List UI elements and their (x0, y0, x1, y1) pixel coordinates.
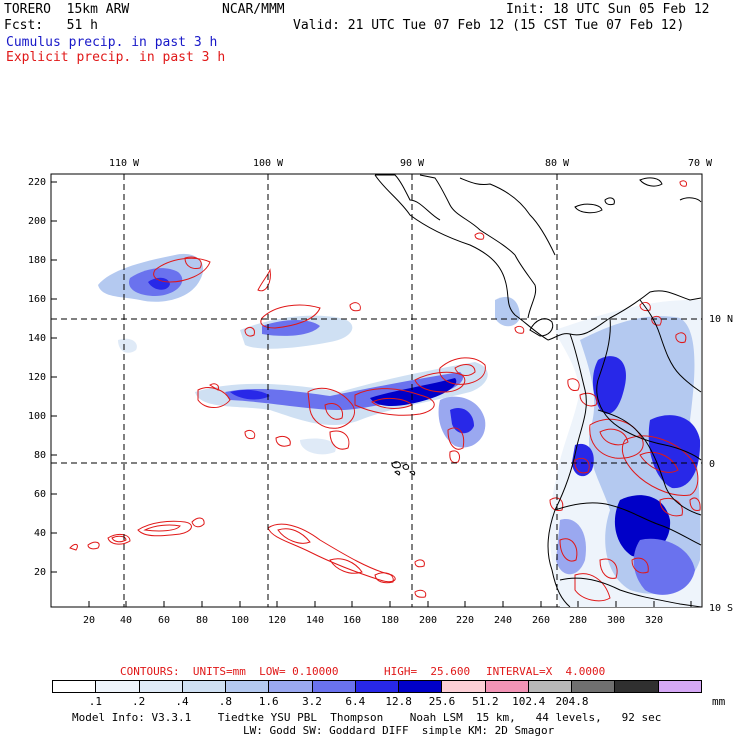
legend-label: 204.8 (555, 695, 589, 708)
legend-swatch (615, 681, 659, 692)
y-tick-label: 160 (28, 294, 46, 305)
legend-swatch (485, 681, 529, 692)
lon-label-100w: 100 W (253, 158, 284, 169)
x-tick-label: 220 (456, 615, 474, 626)
legend-swatch (572, 681, 616, 692)
x-tick-label: 40 (120, 615, 132, 626)
y-tick-labels: 20 40 60 80 100 120 140 160 180 200 220 (28, 177, 46, 578)
organization: NCAR/MMM (222, 2, 285, 17)
x-tick-labels: 20 40 60 80 100 120 140 160 180 200 220 … (83, 615, 663, 626)
legend-swatch (312, 681, 356, 692)
legend-swatch (96, 681, 140, 692)
legend-swatch (139, 681, 183, 692)
lon-label-70w: 70 W (688, 158, 713, 169)
legend-swatch (399, 681, 443, 692)
x-tick-label: 320 (645, 615, 663, 626)
y-tick-label: 220 (28, 177, 46, 188)
legend-label: 1.6 (258, 695, 279, 708)
x-tick-label: 200 (419, 615, 437, 626)
y-tick-label: 180 (28, 255, 46, 266)
contours-high: HIGH= 25.600 (384, 665, 471, 678)
legend-swatch (442, 681, 486, 692)
x-tick-label: 140 (306, 615, 324, 626)
legend-swatch (269, 681, 313, 692)
x-tick-label: 240 (494, 615, 512, 626)
x-tick-label: 280 (569, 615, 587, 626)
legend-label: .1 (88, 695, 102, 708)
y-tick-label: 120 (28, 372, 46, 383)
y-tick-label: 100 (28, 411, 46, 422)
x-tick-label: 20 (83, 615, 95, 626)
legend-swatch (355, 681, 400, 692)
y-tick-label: 80 (34, 450, 46, 461)
explicit-label: Explicit precip. in past 3 h (6, 50, 226, 65)
lat-label-0: 0 (709, 459, 715, 470)
legend-swatch (528, 681, 573, 692)
legend-label: 3.2 (302, 695, 322, 708)
x-tick-label: 180 (381, 615, 399, 626)
lat-label-10n: 10 N (709, 314, 733, 325)
contours-info: CONTOURS: UNITS=mm LOW= 0.10000 (120, 665, 339, 678)
color-legend (52, 680, 702, 693)
x-tick-label: 300 (607, 615, 625, 626)
contours-interval: INTERVAL=X 4.0000 (486, 665, 606, 678)
legend-units: mm (712, 695, 726, 708)
lon-label-80w: 80 W (545, 158, 570, 169)
y-tick-label: 40 (34, 528, 46, 539)
cumulus-precip-areas (98, 253, 701, 607)
forecast-hour: Fcst: 51 h (4, 18, 98, 33)
legend-swatch (658, 681, 701, 692)
y-tick-label: 200 (28, 216, 46, 227)
y-tick-label: 140 (28, 333, 46, 344)
lat-label-10s: 10 S (709, 603, 733, 614)
x-tick-label: 120 (268, 615, 286, 626)
legend-swatch (182, 681, 227, 692)
y-tick-label: 20 (34, 567, 46, 578)
lon-label-90w: 90 W (400, 158, 425, 169)
x-tick-label: 80 (196, 615, 208, 626)
x-tick-label: 100 (231, 615, 249, 626)
y-tick-label: 60 (34, 489, 46, 500)
init-time: Init: 18 UTC Sun 05 Feb 12 (506, 2, 710, 17)
cumulus-label: Cumulus precip. in past 3 h (6, 35, 218, 50)
lat-lon-grid (51, 174, 702, 607)
legend-label: 12.8 (385, 695, 412, 708)
legend-swatch (226, 681, 270, 692)
legend-label: 51.2 (472, 695, 499, 708)
legend-label: 25.6 (428, 695, 456, 708)
x-tick-label: 60 (158, 615, 170, 626)
legend-label: .4 (175, 695, 189, 708)
legend-swatch (53, 681, 97, 692)
x-tick-label: 160 (343, 615, 361, 626)
explicit-precip-contours (69, 180, 701, 602)
legend-label: 102.4 (512, 695, 546, 708)
axis-ticks (51, 181, 692, 607)
model-title: TORERO 15km ARW (4, 2, 130, 17)
lon-label-110w: 110 W (109, 158, 140, 169)
valid-time: Valid: 21 UTC Tue 07 Feb 12 (15 CST Tue … (293, 18, 685, 33)
legend-label: .8 (218, 695, 232, 708)
legend-label: 6.4 (345, 695, 366, 708)
legend-label: .2 (132, 695, 146, 708)
model-info: Model Info: V3.3.1 Tiedtke YSU PBL Thomp… (72, 711, 662, 724)
x-tick-label: 260 (532, 615, 550, 626)
model-physics: LW: Godd SW: Goddard DIFF simple KM: 2D … (243, 724, 555, 737)
